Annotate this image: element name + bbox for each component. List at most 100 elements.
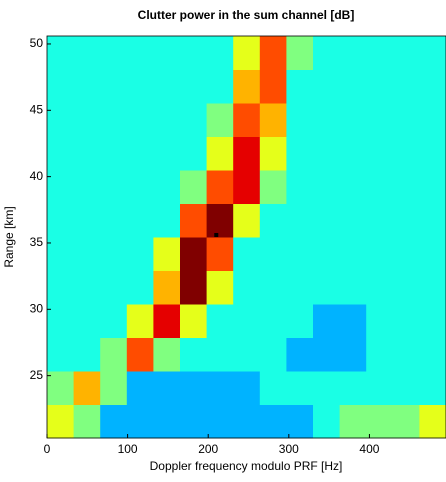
heatmap-cell (73, 237, 101, 271)
heatmap-cell (153, 136, 181, 171)
heatmap-cell (100, 69, 128, 104)
x-tick-label: 100 (118, 442, 138, 456)
heatmap-cell (47, 170, 75, 204)
heatmap-cell (100, 371, 128, 405)
heatmap-cell (233, 103, 261, 137)
heatmap-cell (153, 103, 181, 137)
heatmap-cell (47, 103, 75, 137)
heatmap-cell (100, 337, 128, 372)
heatmap-cell (313, 404, 341, 439)
heatmap-cell (153, 337, 181, 372)
heatmap-cell (392, 136, 420, 171)
heatmap-cell (419, 136, 446, 171)
heatmap-cell (206, 371, 234, 405)
heatmap-cell (259, 36, 287, 70)
heatmap-cell (233, 69, 261, 104)
heatmap-cell (47, 270, 75, 305)
heatmap-cell (419, 270, 446, 305)
heatmap-cell (180, 203, 208, 238)
y-tick-label: 50 (30, 36, 44, 50)
heatmap-cell (313, 36, 341, 70)
heatmap-cell (73, 69, 101, 104)
heatmap-cell (126, 136, 154, 171)
heatmap-cell (153, 371, 181, 405)
heatmap-cell (339, 404, 367, 439)
heatmap-cell (47, 69, 75, 104)
heatmap-cell (180, 170, 208, 204)
heatmap-cell (313, 270, 341, 305)
heatmap-cell (100, 270, 128, 305)
marker-point (214, 233, 219, 238)
heatmap-cell (233, 170, 261, 204)
heatmap-cell (100, 36, 128, 70)
heatmap-cell (100, 136, 128, 171)
heatmap-cell (73, 103, 101, 137)
heatmap-cell (259, 404, 287, 439)
heatmap-cell (392, 237, 420, 271)
heatmap-cell (366, 103, 394, 137)
heatmap-cell (206, 237, 234, 271)
heatmap-cell (419, 404, 446, 439)
heatmap-cell (392, 103, 420, 137)
heatmap-cell (392, 203, 420, 238)
heatmap-cell (100, 103, 128, 137)
heatmap-cell (233, 270, 261, 305)
x-axis-label: Doppler frequency modulo PRF [Hz] (150, 459, 343, 473)
heatmap-cell (206, 404, 234, 439)
y-tick-label: 35 (30, 235, 44, 249)
heatmap-cell (339, 203, 367, 238)
heatmap-cell (206, 337, 234, 372)
heatmap-cell (180, 36, 208, 70)
heatmap-cell (259, 136, 287, 171)
heatmap-cell (259, 337, 287, 372)
heatmap-cell (47, 304, 75, 338)
heatmap-cell (100, 404, 128, 439)
plot-frame (46, 35, 446, 439)
heatmap-cell (73, 304, 101, 338)
heatmap-cell (339, 237, 367, 271)
heatmap-cell (366, 170, 394, 204)
heatmap-cell (259, 103, 287, 137)
heatmap-cell (153, 36, 181, 70)
heatmap-cell (153, 270, 181, 305)
heatmap-cell (419, 337, 446, 372)
heatmap-cell (126, 404, 154, 439)
heatmap-cell (180, 337, 208, 372)
heatmap-cell (259, 304, 287, 338)
heatmap-cell (100, 237, 128, 271)
heatmap-cell (73, 136, 101, 171)
heatmap-cell (47, 136, 75, 171)
heatmap-cell (180, 371, 208, 405)
heatmap-cell (180, 69, 208, 104)
heatmap-cell (366, 337, 394, 372)
heatmap-cell (419, 103, 446, 137)
heatmap-cell (392, 404, 420, 439)
heatmap-cell (366, 404, 394, 439)
heatmap-cell (419, 36, 446, 70)
heatmap-cell (286, 404, 314, 439)
heatmap-cell (233, 136, 261, 171)
heatmap-cell (180, 136, 208, 171)
heatmap-cell (47, 404, 75, 439)
heatmap-cell (73, 270, 101, 305)
heatmap-cell (126, 36, 154, 70)
heatmap-cell (259, 371, 287, 405)
heatmap-cell (366, 371, 394, 405)
x-tick-label: 0 (44, 442, 51, 456)
heatmap-cell (73, 36, 101, 70)
heatmap-cell (366, 304, 394, 338)
heatmap-cell (286, 203, 314, 238)
heatmap-cell (313, 371, 341, 405)
heatmap-cell (286, 237, 314, 271)
y-tick-label: 40 (30, 169, 44, 183)
y-tick-label: 30 (30, 301, 44, 315)
heatmap-cell (153, 69, 181, 104)
heatmap-cell (100, 203, 128, 238)
heatmap-cell (180, 304, 208, 338)
heatmap-cell (286, 304, 314, 338)
heatmap-cell (286, 371, 314, 405)
heatmap-cell (419, 170, 446, 204)
heatmap-cell (259, 270, 287, 305)
heatmap-cell (73, 337, 101, 372)
heatmap-cell (419, 304, 446, 338)
